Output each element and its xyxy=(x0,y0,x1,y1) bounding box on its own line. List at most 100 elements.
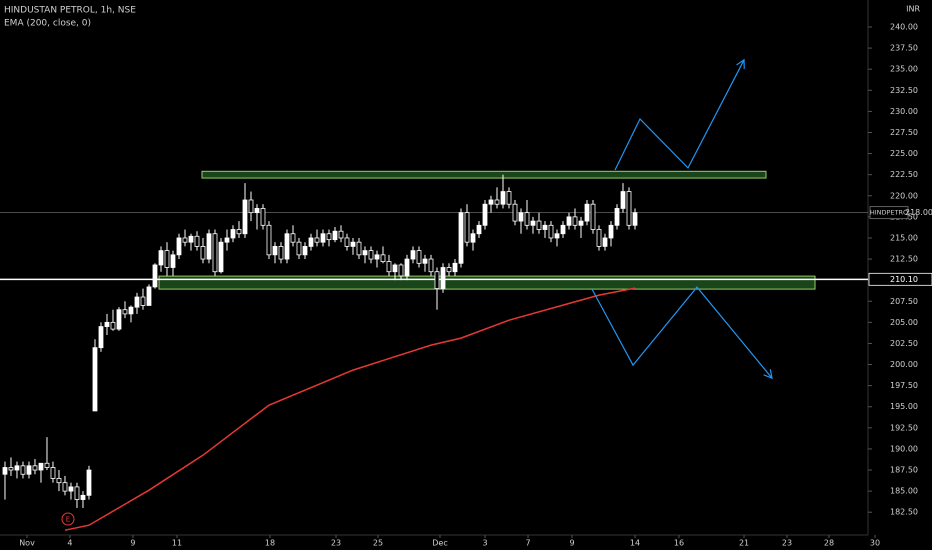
y-tick-label: 225.00 xyxy=(890,149,918,158)
candle-body xyxy=(590,203,596,230)
candle-body xyxy=(50,467,56,479)
candle-body xyxy=(368,250,374,260)
candle-body xyxy=(62,482,68,492)
candle-body xyxy=(536,220,542,230)
x-tick-label: 4 xyxy=(67,539,72,548)
candle-body xyxy=(392,264,398,273)
candle-body xyxy=(500,191,506,205)
candle-body xyxy=(302,246,308,256)
zone xyxy=(158,275,816,290)
indicator-label: EMA (200, close, 0) xyxy=(4,19,91,29)
y-tick-label: 235.00 xyxy=(890,65,918,74)
level-price-label: 210.10 xyxy=(890,275,918,284)
candle-body xyxy=(512,203,518,222)
x-tick-label: 30 xyxy=(870,539,880,548)
candle-body xyxy=(428,258,434,273)
y-tick-label: 200.00 xyxy=(890,360,918,369)
candle-body xyxy=(404,258,410,277)
candle-body xyxy=(176,237,182,256)
symbol-box xyxy=(869,206,909,220)
candle-body xyxy=(548,224,554,239)
candle-body xyxy=(68,486,74,492)
x-tick-label: 28 xyxy=(824,539,834,548)
x-tick-label: 9 xyxy=(130,539,135,548)
candle-body xyxy=(230,229,236,239)
candle-body xyxy=(494,199,500,205)
candle-body xyxy=(128,306,134,315)
candle-body xyxy=(134,296,140,308)
candle-body xyxy=(2,467,8,475)
candle-body xyxy=(182,237,188,243)
x-tick-label: 25 xyxy=(373,539,383,548)
y-tick-label: 190.00 xyxy=(890,444,918,453)
y-tick-label: 230.00 xyxy=(890,107,918,116)
candle-body xyxy=(332,230,338,241)
y-tick-label: 232.50 xyxy=(890,86,918,95)
candle-body xyxy=(236,229,242,235)
projection-arrowhead xyxy=(763,369,773,380)
candle-body xyxy=(212,233,218,273)
y-tick-label: 207.50 xyxy=(890,297,918,306)
candle-body xyxy=(506,191,512,205)
candle-body xyxy=(578,220,584,226)
candle-body xyxy=(290,233,296,243)
candle-body xyxy=(194,235,200,247)
candle-body xyxy=(434,271,440,289)
candle-body xyxy=(602,237,608,247)
y-tick-label: 187.50 xyxy=(890,466,918,475)
y-tick-label: 205.00 xyxy=(890,318,918,327)
x-tick-label: Dec xyxy=(432,539,447,548)
candle-body xyxy=(362,250,368,256)
candle-body xyxy=(416,250,422,264)
candle-body xyxy=(326,233,332,241)
x-tick-label: 3 xyxy=(482,539,487,548)
projection-arrowhead xyxy=(736,58,745,69)
x-tick-label: 18 xyxy=(265,539,275,548)
y-tick-label: 182.50 xyxy=(890,508,918,517)
y-tick-label: 185.00 xyxy=(890,487,918,496)
candle-body xyxy=(614,208,620,226)
x-tick-label: 9 xyxy=(569,539,574,548)
x-tick-label: Nov xyxy=(19,539,35,548)
candle-body xyxy=(488,199,494,205)
currency-label: INR xyxy=(906,5,920,14)
candle-body xyxy=(314,237,320,243)
x-tick-label: 7 xyxy=(525,539,530,548)
candle-body xyxy=(518,212,524,222)
y-tick-label: 215.00 xyxy=(890,233,918,242)
candle-body xyxy=(620,191,626,209)
y-tick-label: 222.50 xyxy=(890,170,918,179)
candle-body xyxy=(116,309,122,330)
ema-line xyxy=(64,287,636,531)
candle-body xyxy=(170,254,176,268)
candle-body xyxy=(38,462,44,471)
candle-body xyxy=(410,250,416,260)
candle-body xyxy=(440,267,446,289)
x-tick-label: 11 xyxy=(172,539,182,548)
candle-body xyxy=(560,224,566,235)
candle-body xyxy=(554,233,560,239)
candle-body xyxy=(218,241,224,273)
candle-body xyxy=(458,212,464,264)
candle-body xyxy=(350,241,356,247)
candle-body xyxy=(242,199,248,235)
last-price-label: 218.00 xyxy=(905,208,932,217)
projection-line xyxy=(591,286,773,379)
candle-body xyxy=(272,246,278,256)
candle-body xyxy=(608,224,614,239)
candle-body xyxy=(596,229,602,247)
candle-body xyxy=(14,465,20,471)
candle-body xyxy=(158,250,164,266)
candle-body xyxy=(482,203,488,226)
candle-body xyxy=(308,237,314,247)
candle-body xyxy=(86,469,92,496)
x-tick-label: 21 xyxy=(739,539,749,548)
candle-body xyxy=(188,235,194,243)
candle-body xyxy=(380,254,386,262)
candle-body xyxy=(446,267,452,273)
y-tick-label: 197.50 xyxy=(890,381,918,390)
x-tick-label: 16 xyxy=(674,539,684,548)
candle-body xyxy=(572,216,578,226)
y-tick-label: 212.50 xyxy=(890,255,918,264)
